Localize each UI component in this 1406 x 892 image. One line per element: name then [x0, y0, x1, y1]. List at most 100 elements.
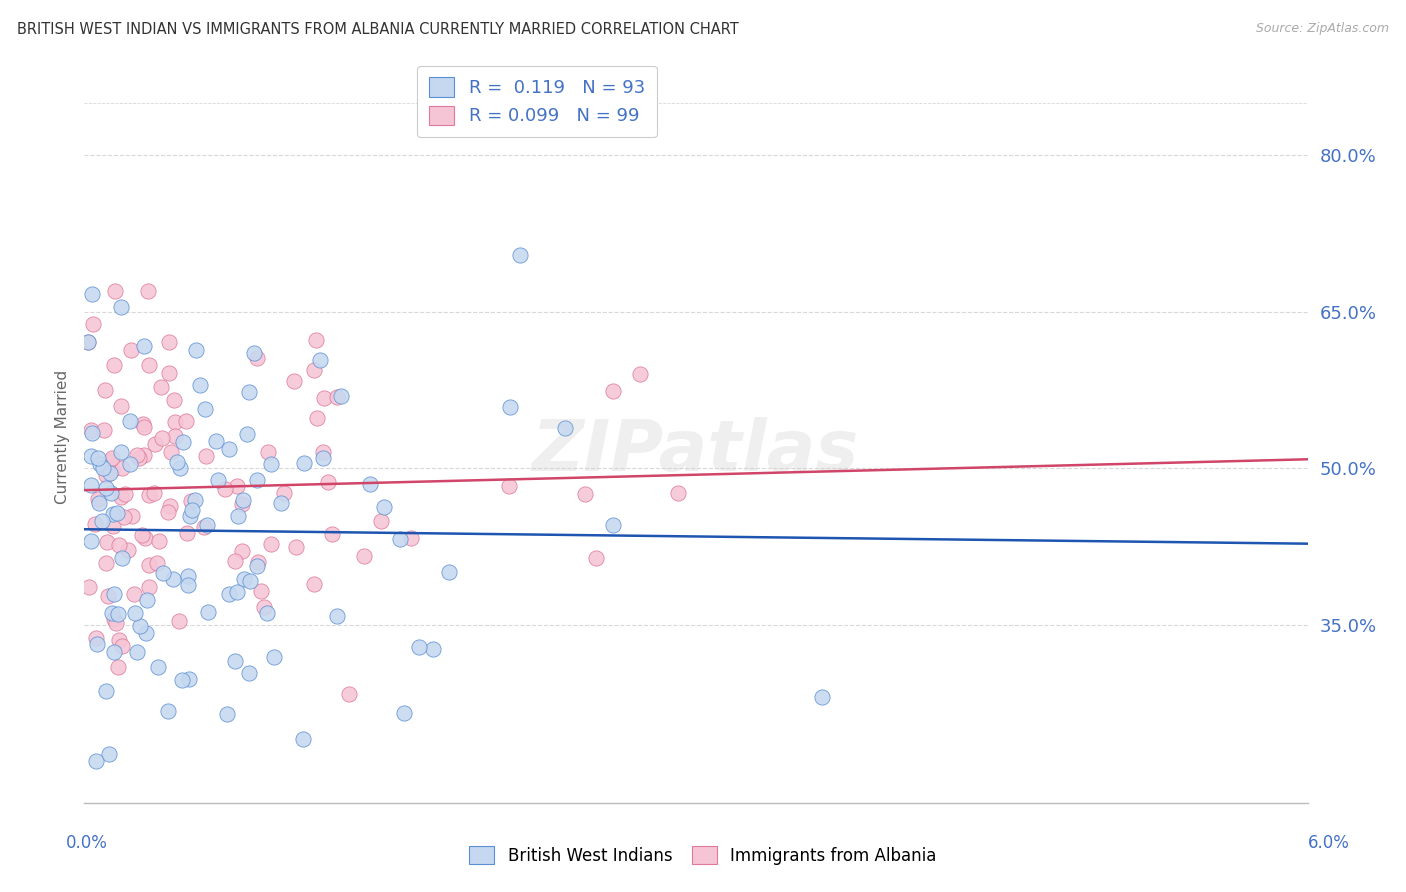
- Point: [162, 572, 184, 586]
- Point: [163, 393, 186, 408]
- Point: [91, 461, 114, 475]
- Point: [131, 528, 153, 542]
- Point: [166, 455, 188, 469]
- Point: [120, 343, 142, 357]
- Point: [194, 402, 217, 417]
- Point: [87, 450, 110, 465]
- Text: Source: ZipAtlas.com: Source: ZipAtlas.com: [1256, 22, 1389, 36]
- Point: [246, 555, 269, 569]
- Point: [238, 384, 260, 399]
- Point: [225, 585, 247, 599]
- Point: [101, 606, 124, 620]
- Point: [169, 614, 191, 628]
- Point: [260, 458, 283, 472]
- Point: [143, 437, 166, 451]
- Point: [388, 533, 411, 547]
- Point: [224, 654, 246, 668]
- Point: [188, 378, 211, 392]
- Point: [509, 248, 531, 262]
- Point: [224, 554, 246, 568]
- Point: [314, 391, 336, 405]
- Point: [94, 481, 117, 495]
- Point: [257, 445, 280, 459]
- Point: [110, 301, 132, 315]
- Point: [231, 544, 253, 558]
- Point: [120, 414, 142, 428]
- Point: [329, 389, 352, 403]
- Point: [76, 334, 98, 349]
- Point: [232, 493, 254, 508]
- Point: [157, 335, 180, 350]
- Point: [96, 556, 118, 570]
- Point: [148, 533, 170, 548]
- Point: [98, 467, 121, 481]
- Point: [138, 558, 160, 573]
- Point: [84, 631, 107, 645]
- Point: [308, 353, 330, 368]
- Point: [101, 518, 124, 533]
- Point: [231, 497, 253, 511]
- Point: [93, 423, 115, 437]
- Point: [80, 425, 103, 440]
- Point: [89, 457, 111, 471]
- Point: [183, 492, 205, 507]
- Point: [392, 706, 415, 721]
- Point: [121, 508, 143, 523]
- Point: [184, 343, 207, 358]
- Point: [124, 587, 146, 601]
- Point: [246, 351, 269, 365]
- Point: [84, 754, 107, 768]
- Point: [94, 468, 117, 483]
- Point: [114, 487, 136, 501]
- Point: [125, 645, 148, 659]
- Point: [103, 587, 125, 601]
- Point: [134, 339, 156, 353]
- Point: [811, 690, 834, 704]
- Point: [243, 346, 266, 360]
- Point: [498, 479, 520, 493]
- Text: ZIPatlas: ZIPatlas: [533, 417, 859, 486]
- Point: [101, 450, 124, 465]
- Point: [218, 442, 240, 456]
- Point: [105, 506, 128, 520]
- Point: [77, 335, 100, 350]
- Point: [353, 549, 375, 563]
- Point: [218, 587, 240, 601]
- Point: [292, 732, 315, 747]
- Point: [160, 445, 183, 459]
- Point: [172, 435, 194, 450]
- Point: [373, 500, 395, 514]
- Point: [101, 507, 124, 521]
- Point: [263, 649, 285, 664]
- Point: [585, 551, 607, 566]
- Point: [370, 515, 392, 529]
- Point: [602, 518, 624, 533]
- Point: [172, 673, 194, 688]
- Point: [169, 461, 191, 475]
- Point: [111, 639, 134, 653]
- Point: [283, 374, 305, 388]
- Point: [399, 532, 422, 546]
- Point: [246, 473, 269, 487]
- Point: [107, 633, 129, 648]
- Point: [238, 666, 260, 681]
- Point: [163, 415, 186, 429]
- Point: [156, 705, 179, 719]
- Point: [152, 566, 174, 581]
- Point: [408, 640, 430, 654]
- Point: [326, 609, 349, 624]
- Point: [163, 428, 186, 442]
- Point: [110, 491, 132, 505]
- Point: [193, 520, 215, 534]
- Point: [236, 426, 259, 441]
- Point: [98, 453, 121, 467]
- Point: [128, 451, 150, 466]
- Point: [82, 287, 104, 301]
- Point: [316, 475, 339, 489]
- Point: [112, 510, 135, 524]
- Point: [132, 448, 155, 462]
- Point: [214, 482, 236, 496]
- Point: [138, 359, 160, 373]
- Point: [97, 589, 120, 603]
- Point: [326, 390, 349, 404]
